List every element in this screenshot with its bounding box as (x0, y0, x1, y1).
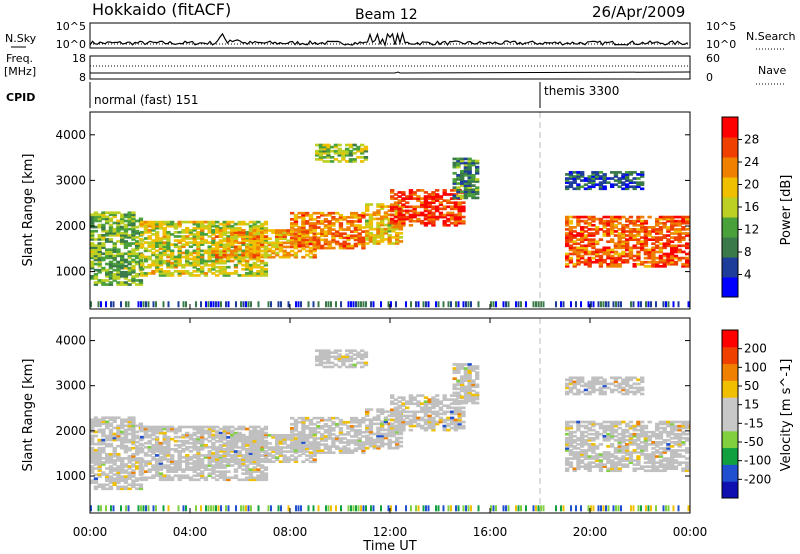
freq-label-1: Freq. (6, 52, 33, 65)
power-ylabel: Slant Range [km] (21, 154, 36, 267)
nsky-label: N.Sky (5, 32, 37, 45)
power-colorbar: 28 24 20 16 12 8 4 (721, 116, 759, 298)
nsky-right-tick-top: 10^5 (706, 20, 736, 33)
freq-tick-bottom: 8 (79, 71, 86, 84)
nsky-tick-top: 10^5 (56, 20, 86, 33)
colorbar-tick-label: -200 (744, 472, 771, 486)
x-tick-label: 04:00 (173, 525, 208, 539)
cpid-panel: CPID normal (fast) 151 themis 3300 (6, 82, 619, 108)
cpid-label: CPID (6, 91, 35, 104)
power-heatmap (90, 143, 690, 308)
x-tick-label: 08:00 (273, 525, 308, 539)
y-tick-label: 4000 (55, 128, 86, 142)
freq-right-tick-top: 60 (706, 52, 720, 65)
power-panel: 1000 2000 3000 4000 Slant Range [km] 28 24 20… (21, 111, 794, 310)
xlabel: Time UT (362, 539, 416, 554)
colorbar-tick-label: 12 (744, 223, 759, 237)
cpid-mode-normal: normal (fast) 151 (94, 93, 198, 107)
colorbar-tick-label: -50 (744, 435, 764, 449)
nsearch-label: N.Search (746, 30, 796, 43)
colorbar-tick-label: 50 (744, 379, 759, 393)
y-tick-label: 1000 (55, 469, 86, 483)
freq-tick-top: 18 (72, 52, 86, 65)
freq-panel: Freq. [MHz] 18 8 60 0 Nave (4, 52, 786, 85)
nsky-series (89, 31, 688, 47)
velocity-ylabel: Slant Range [km] (21, 359, 36, 472)
x-tick-label: 20:00 (573, 525, 608, 539)
nave-label: Nave (758, 64, 786, 77)
y-tick-label: 2000 (55, 424, 86, 438)
x-tick-label: 00:00 (73, 525, 108, 539)
colorbar-tick-label: 8 (744, 245, 752, 259)
y-tick-label: 3000 (55, 379, 86, 393)
x-tick-label: 00:00 (673, 525, 708, 539)
freq-right-tick-bottom: 0 (706, 71, 713, 84)
colorbar-tick-label: -100 (744, 454, 771, 468)
y-tick-label: 3000 (55, 173, 86, 187)
beam-title: Beam 12 (355, 7, 418, 23)
x-tick-label: 12:00 (373, 525, 408, 539)
y-tick-label: 1000 (55, 265, 86, 279)
nsky-right-tick-bottom: 10^0 (706, 38, 736, 51)
cpid-mode-themis: themis 3300 (544, 84, 619, 98)
nsky-panel: N.Sky 10^5 10^0 10^5 10^0 N.Search (5, 20, 796, 51)
colorbar-tick-label: 20 (744, 178, 759, 192)
nsky-trace (89, 31, 690, 47)
colorbar-tick-label: 4 (744, 268, 752, 282)
date-title: 26/Apr/2009 (592, 3, 685, 21)
colorbar-tick-label: 24 (744, 155, 759, 169)
colorbar-tick-label: 16 (744, 200, 759, 214)
nsky-tick-bottom: 10^0 (56, 38, 86, 51)
velocity-cbar-label: Velocity [m s^-1] (779, 359, 794, 472)
freq-label-2: [MHz] (4, 65, 36, 78)
y-tick-label: 4000 (55, 334, 86, 348)
colorbar-tick-label: 100 (744, 360, 767, 374)
velocity-colorbar: 200 100 50 15 -15 -50 -100 -200 (721, 329, 771, 499)
y-tick-label: 2000 (55, 219, 86, 233)
station-title: Hokkaido (fitACF) (92, 0, 231, 19)
freq-trace (90, 71, 691, 74)
velocity-panel: 1000 2000 3000 4000 00:00 04:00 08:00 12:00 16:… (21, 304, 794, 554)
velocity-heatmap (90, 349, 690, 512)
x-tick-label: 16:00 (473, 525, 508, 539)
colorbar-tick-label: -15 (744, 416, 764, 430)
colorbar-tick-label: 15 (744, 398, 759, 412)
colorbar-tick-label: 200 (744, 342, 767, 356)
power-cbar-label: Power [dB] (779, 175, 794, 246)
colorbar-tick-label: 28 (744, 133, 759, 147)
